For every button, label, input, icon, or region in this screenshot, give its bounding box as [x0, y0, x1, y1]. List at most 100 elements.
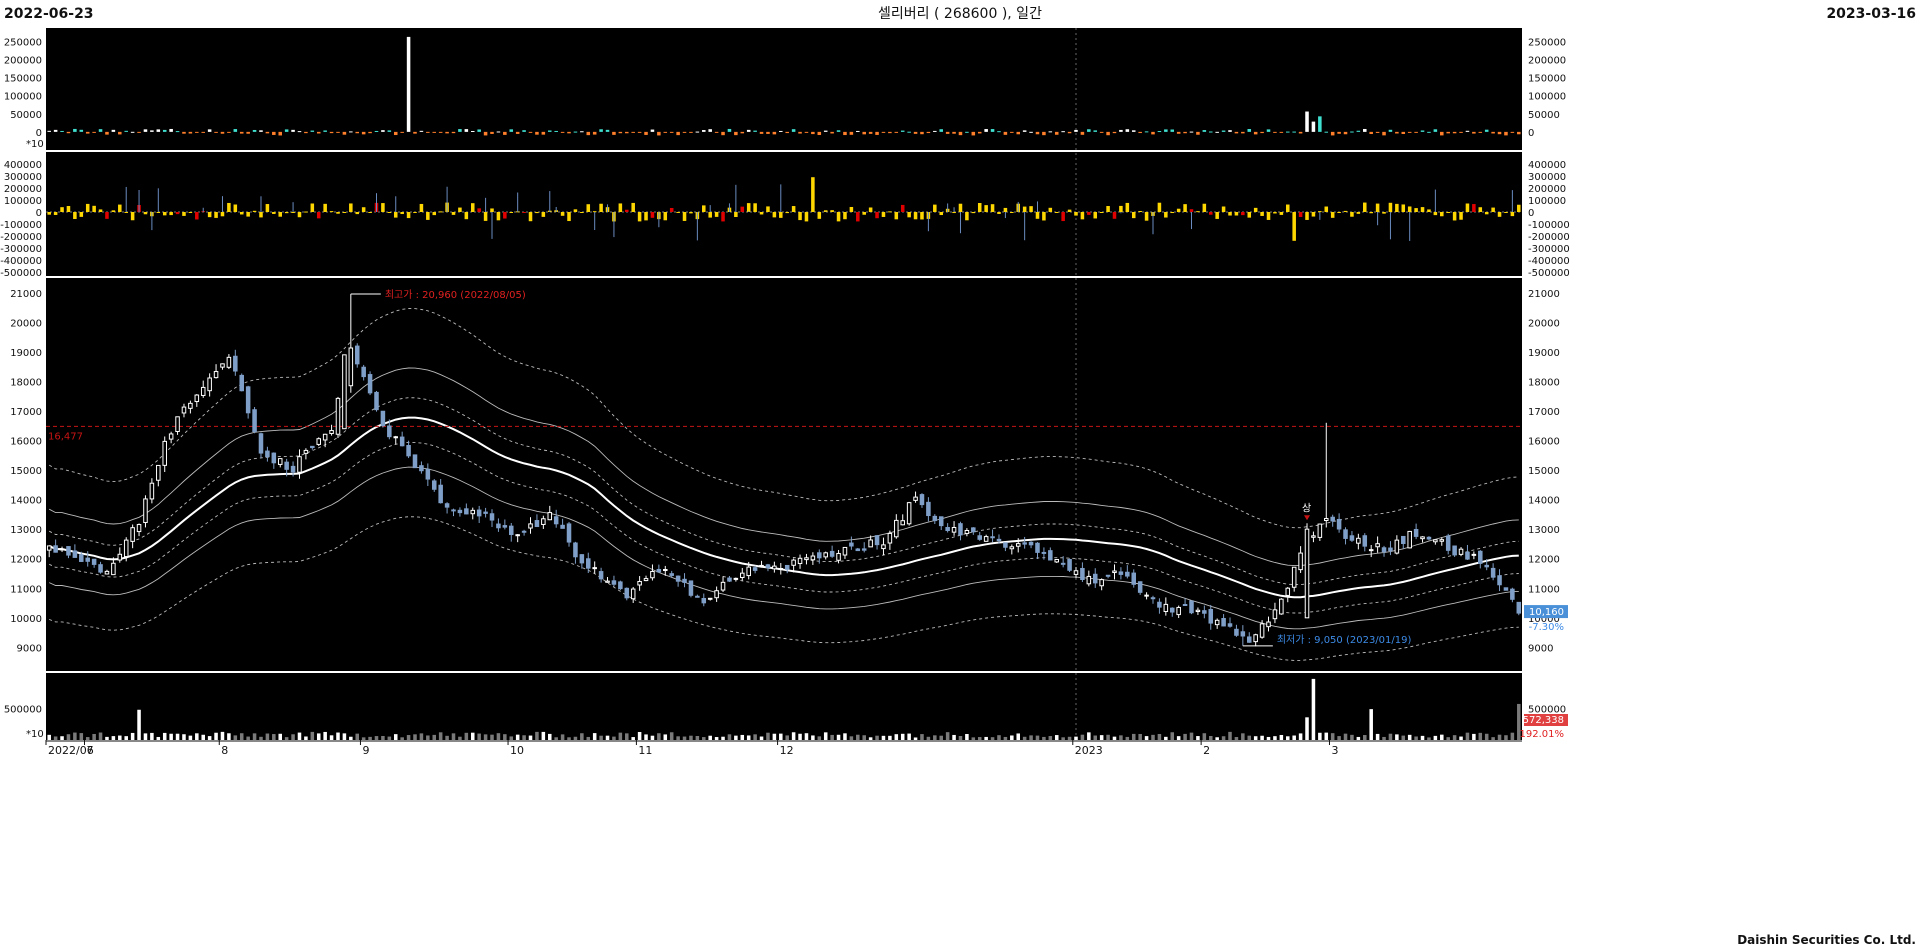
chart-title: 셀리버리 ( 268600 ), 일간	[878, 6, 1042, 22]
price-tick-right: 20000	[1528, 318, 1560, 329]
candle	[752, 565, 758, 574]
volume-bar	[445, 735, 449, 740]
netbuy-mid-bar	[958, 203, 963, 212]
volume-bar	[1202, 733, 1207, 740]
netbuy-top-bar	[1208, 131, 1213, 133]
candle	[117, 547, 123, 563]
netbuy-top-bar	[464, 129, 469, 132]
netbuy-mid-bar	[284, 212, 289, 214]
netbuy-top-bar	[1382, 131, 1386, 136]
candle	[996, 534, 1002, 544]
netbuy-top-bar	[515, 131, 520, 134]
candle	[906, 501, 912, 526]
netbuy-mid-bar	[432, 212, 437, 216]
netbuy-top-bar	[1215, 131, 1219, 133]
netbuy-top-bar	[618, 131, 623, 134]
volume-bar	[625, 733, 629, 740]
mid-tick-left: -300000	[0, 244, 42, 255]
netbuy-top-bar	[60, 130, 64, 132]
candle	[515, 534, 520, 543]
candle	[1503, 587, 1509, 591]
volume-bar	[111, 736, 116, 740]
volume-bar	[1119, 735, 1123, 740]
volume-bar	[650, 735, 655, 740]
netbuy-mid-bar	[1042, 212, 1046, 221]
netbuy-top-bar	[1324, 131, 1329, 133]
netbuy-mid-bar	[130, 212, 135, 221]
netbuy-top-bar	[1427, 131, 1431, 133]
candles	[46, 293, 1522, 647]
candle	[842, 546, 848, 559]
netbuy-mid-bar	[1337, 212, 1341, 213]
volume-bar	[977, 737, 982, 740]
price-tick-right: 16000	[1528, 437, 1560, 448]
candle	[393, 435, 399, 445]
candle	[759, 560, 764, 568]
volume-bar	[419, 733, 424, 740]
candle	[849, 536, 854, 550]
netbuy-top-bar	[1478, 131, 1483, 133]
volume-bar	[1292, 735, 1296, 740]
netbuy-top-bar	[1305, 111, 1309, 132]
netbuy-top-bar	[1266, 129, 1271, 132]
candle	[1144, 592, 1149, 600]
netbuy-mid-bar	[323, 203, 327, 212]
candle	[1035, 542, 1040, 560]
candle	[143, 495, 148, 528]
netbuy-mid-bar	[1010, 212, 1014, 213]
netbuy-mid-bar	[85, 203, 90, 212]
netbuy-mid-bar	[1318, 211, 1322, 213]
moving-average-line	[48, 416, 1519, 599]
netbuy-top-bar	[150, 130, 154, 132]
candle	[1510, 587, 1515, 603]
volume-tick-right: 500000	[1528, 705, 1566, 716]
stock-chart[interactable]: 16,477 최고가 : 20,960 (2022/08/05) 최저가 : 9,0…	[0, 28, 1920, 932]
candle	[265, 446, 270, 462]
netbuy-mid-bar	[458, 207, 462, 212]
netbuy-mid-bar	[1048, 207, 1053, 212]
last-volume-value: 572,338	[1523, 715, 1564, 726]
netbuy-top-bar	[657, 131, 661, 136]
volume-bar	[400, 737, 404, 740]
volume-bar	[1022, 736, 1027, 740]
candle	[1086, 570, 1092, 587]
netbuy-mid-bar	[843, 212, 847, 220]
netbuy-top-bar	[336, 131, 340, 133]
price-tick-right: 10000	[1528, 614, 1560, 625]
candle	[66, 546, 71, 559]
limit-up-arrow	[1304, 515, 1311, 521]
panel-bg-4	[46, 673, 1522, 740]
candle	[220, 363, 225, 370]
candle	[239, 373, 244, 392]
candle	[1221, 614, 1226, 627]
netbuy-mid-bar	[419, 203, 424, 212]
netbuy-top-bar	[233, 129, 238, 132]
netbuy-mid-bar	[708, 212, 712, 218]
netbuy-top-bar	[451, 131, 456, 134]
volume-bar	[1472, 733, 1476, 740]
netbuy-mid-bar	[791, 206, 796, 212]
netbuy-top-bar	[458, 129, 462, 132]
netbuy-mid-bar	[1407, 206, 1412, 212]
netbuy-mid-bar	[920, 212, 924, 220]
volume-bar	[1151, 734, 1155, 740]
candle	[1253, 633, 1258, 647]
volume-bar	[304, 736, 308, 740]
netbuy-mid-bar	[143, 212, 148, 215]
volume-bar	[1042, 736, 1046, 740]
netbuy-top-bar	[907, 131, 911, 133]
netbuy-mid-bar	[971, 212, 976, 214]
netbuy-top-bar	[432, 131, 437, 133]
candle	[1317, 523, 1323, 541]
volume-bar	[785, 735, 789, 740]
candle	[1401, 535, 1406, 549]
netbuy-mid-bar	[676, 211, 680, 213]
candle	[271, 452, 277, 469]
candle	[714, 586, 719, 602]
mid-tick-left: 400000	[4, 160, 42, 171]
netbuy-top-bar	[1375, 131, 1380, 133]
netbuy-mid-bar	[79, 212, 84, 217]
netbuy-top-bar	[130, 131, 135, 133]
netbuy-mid-bar	[316, 212, 321, 219]
netbuy-top-bars	[47, 36, 1521, 136]
